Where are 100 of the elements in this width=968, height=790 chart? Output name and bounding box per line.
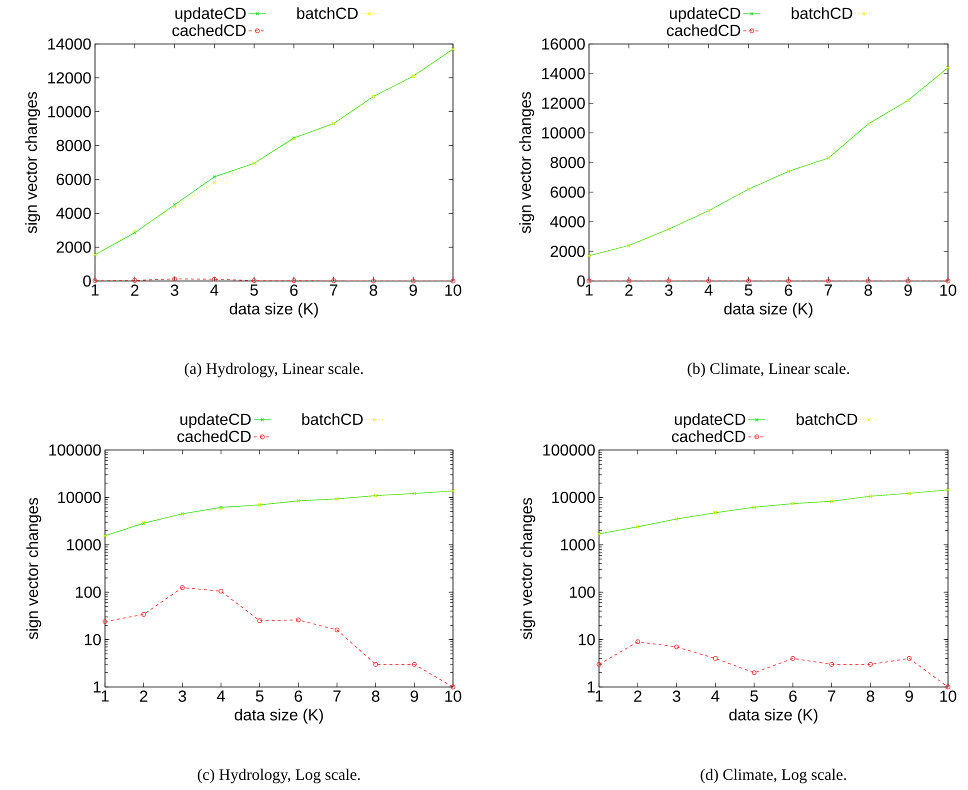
y-tick-label: 10 [578,634,595,646]
x-tick-label: 2 [625,284,633,296]
x-tick-label: 7 [824,284,832,296]
x-tick-label: 9 [410,690,418,702]
point [212,181,216,185]
legend-label: cachedCD [177,430,251,442]
legend-label: cachedCD [666,24,740,36]
legend-label: updateCD [175,7,246,22]
x-tick-label: 6 [294,690,302,702]
x-axis-title: data size (K) [230,302,318,318]
legend-label: updateCD [670,7,740,22]
x-tick-label: 10 [445,284,462,296]
x-tick-label: 9 [904,284,912,296]
point [371,278,376,284]
y-tick-label: 10000 [552,492,595,504]
y-tick-label: 4000 [550,216,585,228]
x-tick-label: 5 [256,690,264,702]
x-tick-label: 4 [210,284,218,296]
point [212,175,216,179]
text: (a) Hydrology, Linear scale. [184,362,363,378]
x-tick-label: 6 [784,284,792,296]
y-tick-label: 100 [570,586,595,598]
y-tick-label: 2000 [56,241,91,253]
x-tick-label: 4 [704,284,713,296]
point [450,684,456,690]
x-tick-label: 2 [634,690,642,702]
x-tick-label: 3 [178,690,186,702]
x-tick-label: 8 [866,690,874,702]
y-tick-label: 100000 [543,444,595,456]
y-tick-label: 10000 [48,106,91,118]
y-tick-label: 1000 [561,539,595,550]
x-tick-label: 10 [940,690,956,702]
x-tick-label: 8 [372,690,380,702]
point [674,644,679,650]
point [826,278,831,284]
x-tick-label: 7 [330,284,338,296]
y-tick-label: 0 [577,275,585,287]
point [666,278,672,284]
point [712,656,718,661]
y-tick-label: 100 [76,586,101,598]
y-tick-label: 8000 [550,156,585,168]
y-tick-label: 14000 [48,38,91,50]
y-tick-label: 10000 [58,492,101,504]
legend-label: batchCD [792,7,852,19]
point [296,618,301,622]
y-axis-title: sign vector changes [519,92,534,234]
y-tick-label: 6000 [56,174,91,186]
point [635,639,640,644]
legend-label: updateCD [674,413,746,428]
point [786,278,791,284]
y-axis-title: sign vector changes [25,92,40,234]
legend-label: batchCD [297,7,358,19]
y-axis-title: sign vector changes [26,498,42,640]
point [450,278,456,284]
point [906,656,912,661]
x-tick-label: 2 [131,284,138,296]
x-tick-label: 9 [906,690,913,702]
point [102,619,108,624]
point [410,278,416,284]
point [752,670,756,676]
x-tick-label: 5 [744,284,752,296]
point [946,278,950,284]
y-axis-title: sign vector changes [520,498,536,640]
x-axis-title: data size (K) [724,302,812,318]
x-tick-label: 2 [140,690,148,702]
x-tick-label: 4 [711,690,720,702]
point [334,628,340,632]
y-tick-label: 10 [84,634,101,646]
y-tick-label: 1 [94,681,101,693]
y-tick-label: 4000 [56,208,91,219]
point [746,278,751,284]
point [218,588,224,594]
y-tick-label: 100000 [49,444,101,456]
point [373,662,378,667]
x-tick-label: 9 [410,284,417,296]
y-tick-label: 6000 [550,186,585,198]
point [626,278,632,284]
x-tick-label: 3 [672,690,680,702]
y-tick-label: 0 [83,275,91,287]
x-tick-label: 1 [596,690,603,702]
y-tick-label: 1 [588,681,595,693]
y-tick-label: 14000 [542,68,585,80]
x-axis-title: data size (K) [729,708,818,724]
x-tick-label: 3 [170,284,178,296]
y-tick-label: 16000 [542,38,585,50]
x-tick-label: 6 [290,284,298,296]
y-tick-label: 12000 [48,72,91,84]
point [92,278,98,283]
point [331,278,336,284]
point [141,612,146,617]
text: (b) Climate, Linear scale. [688,362,850,378]
x-tick-label: 6 [789,690,797,702]
text: (c) Hydrology, Log scale. [198,768,360,784]
y-tick-label: 8000 [56,140,91,152]
y-tick-label: 2000 [550,246,585,258]
point [596,662,602,667]
y-tick-label: 10000 [542,127,585,139]
point [829,662,834,667]
point [132,278,138,283]
x-tick-label: 10 [445,690,462,702]
